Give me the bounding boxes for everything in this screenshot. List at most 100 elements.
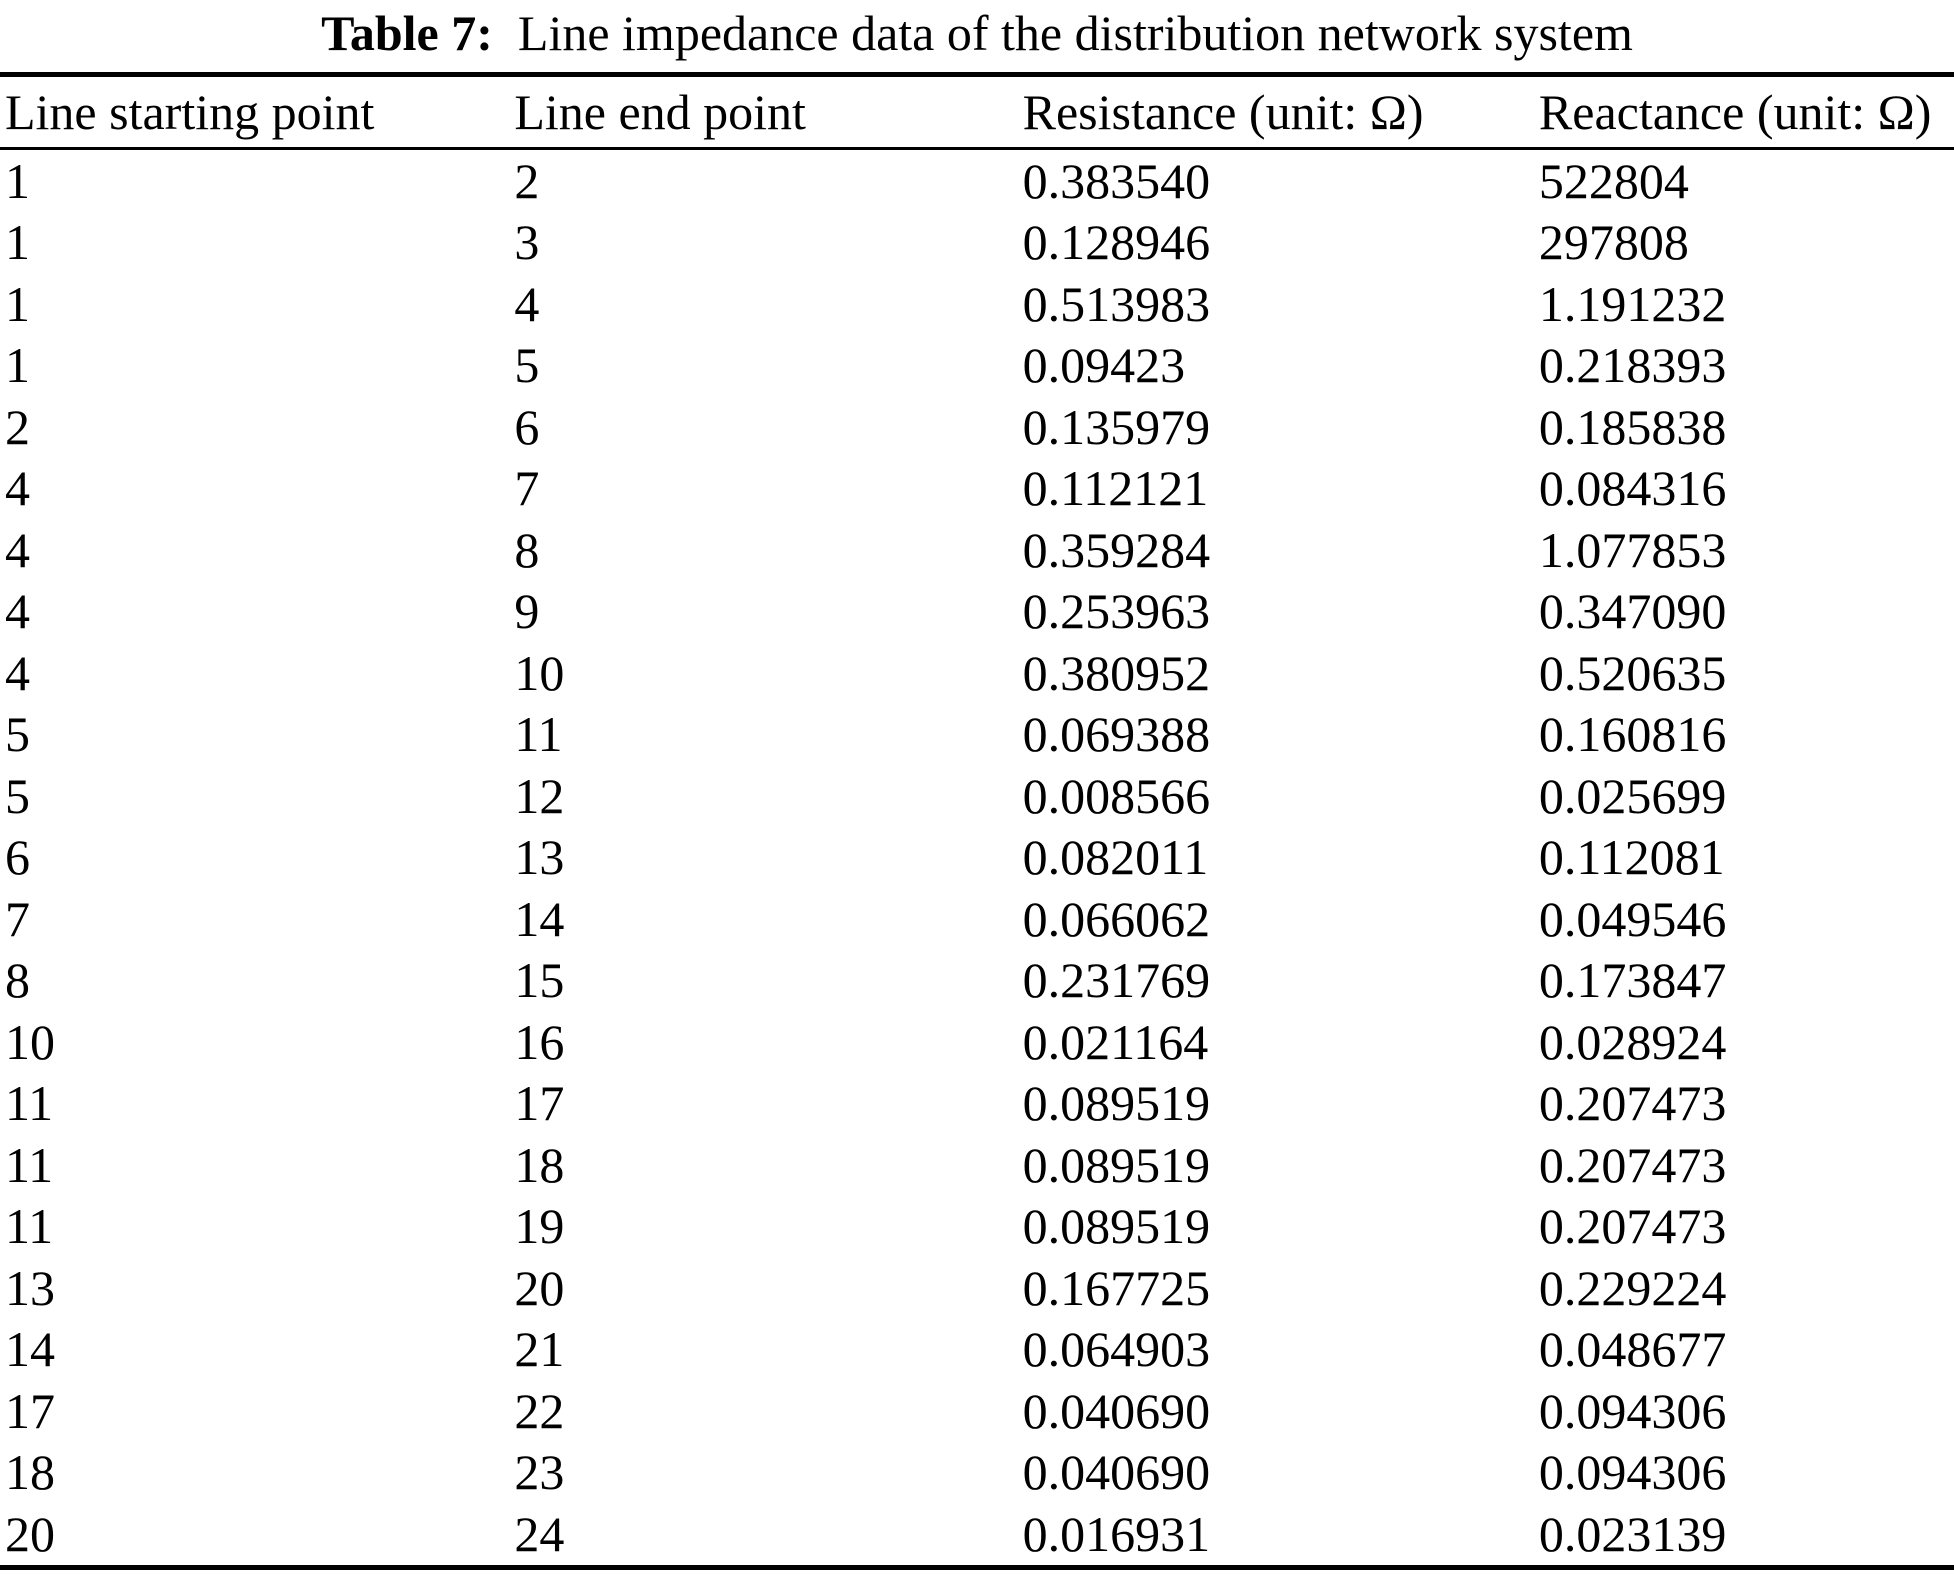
- reactance-cell: 0.207473: [1538, 1198, 1727, 1255]
- reactance-cell: 0.229224: [1538, 1259, 1727, 1316]
- reactance-cell: 522804: [1538, 152, 1689, 209]
- table-row: 1 5 0.09423 0.218393: [0, 335, 1954, 397]
- line-end-point-cell: 20: [514, 1259, 565, 1316]
- line-starting-point-cell: 6: [5, 829, 30, 886]
- reactance-cell: 0.094306: [1538, 1444, 1727, 1501]
- reactance-cell: 0.173847: [1538, 952, 1727, 1009]
- line-starting-point-cell: 1: [5, 337, 30, 394]
- resistance-cell: 0.008566: [1022, 767, 1211, 824]
- resistance-cell: 0.089519: [1022, 1198, 1211, 1255]
- table-row: 1 3 0.128946 297808: [0, 212, 1954, 274]
- line-starting-point-cell: 17: [5, 1382, 55, 1439]
- table-row: 5 11 0.069388 0.160816: [0, 704, 1954, 766]
- line-starting-point-cell: 4: [5, 644, 30, 701]
- line-starting-point-cell: 4: [5, 583, 30, 640]
- resistance-cell: 0.082011: [1022, 829, 1209, 886]
- line-starting-point-cell: 1: [5, 152, 30, 209]
- column-header-line-starting-point: Line starting point: [0, 74, 515, 150]
- line-end-point-cell: 14: [514, 890, 565, 947]
- table-row: 8 15 0.231769 0.173847: [0, 950, 1954, 1012]
- line-starting-point-cell: 11: [5, 1075, 54, 1132]
- table-row: 20 24 0.016931 0.023139: [0, 1503, 1954, 1567]
- line-end-point-cell: 4: [514, 275, 540, 332]
- line-end-point-cell: 17: [514, 1075, 565, 1132]
- resistance-cell: 0.253963: [1022, 583, 1211, 640]
- line-end-point-cell: 7: [514, 460, 540, 517]
- table-row: 4 9 0.253963 0.347090: [0, 581, 1954, 643]
- resistance-cell: 0.513983: [1022, 275, 1211, 332]
- table-row: 4 10 0.380952 0.520635: [0, 642, 1954, 704]
- line-end-point-cell: 9: [514, 583, 540, 640]
- table-row: 7 14 0.066062 0.049546: [0, 888, 1954, 950]
- table-caption-label: Table 7:: [321, 5, 493, 61]
- line-starting-point-cell: 13: [5, 1259, 55, 1316]
- reactance-cell: 0.347090: [1538, 583, 1727, 640]
- table-row: 1 4 0.513983 1.191232: [0, 273, 1954, 335]
- resistance-cell: 0.066062: [1022, 890, 1211, 947]
- line-end-point-cell: 16: [514, 1013, 565, 1070]
- resistance-cell: 0.040690: [1022, 1444, 1211, 1501]
- resistance-cell: 0.112121: [1022, 460, 1209, 517]
- reactance-cell: 0.218393: [1538, 337, 1727, 394]
- line-end-point-cell: 12: [514, 767, 565, 824]
- line-starting-point-cell: 14: [5, 1321, 55, 1378]
- table-row: 2 6 0.135979 0.185838: [0, 396, 1954, 458]
- line-starting-point-cell: 11: [5, 1136, 54, 1193]
- table-row: 4 7 0.112121 0.084316: [0, 458, 1954, 520]
- resistance-cell: 0.016931: [1022, 1505, 1211, 1562]
- table-row: 13 20 0.167725 0.229224: [0, 1257, 1954, 1319]
- reactance-cell: 0.207473: [1538, 1136, 1727, 1193]
- table-row: 14 21 0.064903 0.048677: [0, 1319, 1954, 1381]
- line-starting-point-cell: 5: [5, 767, 30, 824]
- column-header-line-end-point: Line end point: [514, 74, 1023, 150]
- line-starting-point-cell: 18: [5, 1444, 55, 1501]
- reactance-cell: 0.094306: [1538, 1382, 1727, 1439]
- resistance-cell: 0.167725: [1022, 1259, 1211, 1316]
- line-end-point-cell: 18: [514, 1136, 565, 1193]
- line-end-point-cell: 15: [514, 952, 565, 1009]
- reactance-cell: 1.077853: [1538, 521, 1727, 578]
- resistance-cell: 0.383540: [1022, 152, 1211, 209]
- reactance-cell: 0.207473: [1538, 1075, 1727, 1132]
- reactance-cell: 1.191232: [1538, 275, 1727, 332]
- resistance-cell: 0.128946: [1022, 214, 1211, 271]
- table-row: 6 13 0.082011 0.112081: [0, 827, 1954, 889]
- table-row: 5 12 0.008566 0.025699: [0, 765, 1954, 827]
- line-starting-point-cell: 5: [5, 706, 30, 763]
- line-starting-point-cell: 7: [5, 890, 30, 947]
- table-row: 11 19 0.089519 0.207473: [0, 1196, 1954, 1258]
- resistance-cell: 0.09423: [1022, 337, 1186, 394]
- table-header-row: Line starting point Line end point Resis…: [0, 74, 1954, 150]
- table-row: 18 23 0.040690 0.094306: [0, 1442, 1954, 1504]
- line-starting-point-cell: 2: [5, 398, 30, 455]
- table-row: 1 2 0.383540 522804: [0, 149, 1954, 212]
- resistance-cell: 0.231769: [1022, 952, 1211, 1009]
- line-starting-point-cell: 4: [5, 460, 30, 517]
- line-end-point-cell: 8: [514, 521, 540, 578]
- line-end-point-cell: 22: [514, 1382, 565, 1439]
- line-end-point-cell: 19: [514, 1198, 565, 1255]
- table-row: 11 18 0.089519 0.207473: [0, 1134, 1954, 1196]
- line-starting-point-cell: 1: [5, 214, 30, 271]
- reactance-cell: 297808: [1538, 214, 1689, 271]
- table-row: 11 17 0.089519 0.207473: [0, 1073, 1954, 1135]
- table-row: 10 16 0.021164 0.028924: [0, 1011, 1954, 1073]
- reactance-cell: 0.028924: [1538, 1013, 1727, 1070]
- line-end-point-cell: 23: [514, 1444, 565, 1501]
- resistance-cell: 0.021164: [1022, 1013, 1209, 1070]
- column-header-reactance: Reactance (unit: Ω): [1538, 74, 1954, 150]
- table-caption: Table 7: Line impedance data of the dist…: [0, 0, 1954, 62]
- resistance-cell: 0.089519: [1022, 1075, 1211, 1132]
- line-end-point-cell: 6: [514, 398, 540, 455]
- line-starting-point-cell: 10: [5, 1013, 55, 1070]
- table-body: 1 2 0.383540 522804 1 3 0.128946 297808 1 4 0.5139…: [0, 149, 1954, 1568]
- table-caption-text: [505, 5, 518, 61]
- line-starting-point-cell: 8: [5, 952, 30, 1009]
- table-caption-title: Line impedance data of the distribution …: [517, 5, 1633, 61]
- line-starting-point-cell: 4: [5, 521, 30, 578]
- line-impedance-table: Line starting point Line end point Resis…: [0, 72, 1954, 1570]
- reactance-cell: 0.112081: [1538, 829, 1725, 886]
- reactance-cell: 0.048677: [1538, 1321, 1727, 1378]
- line-end-point-cell: 11: [514, 706, 563, 763]
- line-starting-point-cell: 20: [5, 1505, 55, 1562]
